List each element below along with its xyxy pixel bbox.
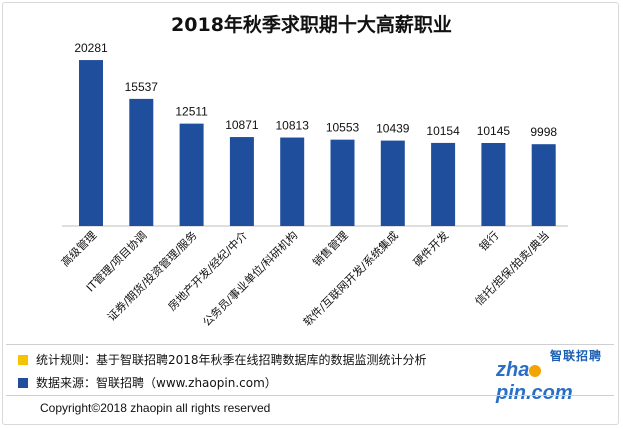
bar bbox=[79, 60, 103, 226]
footer-divider bbox=[6, 344, 614, 345]
bar bbox=[280, 137, 305, 226]
category-label: 销售管理 bbox=[310, 228, 351, 269]
bar bbox=[380, 140, 405, 226]
bar-chart: 20281 15537 12511 10871 10813 10553 10439 10154… bbox=[58, 41, 568, 329]
value-label: 15537 bbox=[125, 80, 159, 94]
category-label: 高级管理 bbox=[58, 228, 99, 269]
category-labels: 高级管理IT管理/项目协调证券/期货/投资管理/服务房地产开发/经纪/中介公务员… bbox=[58, 228, 552, 329]
bar bbox=[531, 144, 556, 226]
value-label: 10553 bbox=[326, 121, 360, 135]
value-labels: 20281 15537 12511 10871 10813 10553 10439 10154… bbox=[74, 41, 557, 139]
value-label: 10154 bbox=[426, 124, 460, 138]
bar bbox=[431, 142, 456, 226]
chart-frame bbox=[2, 2, 619, 425]
note-rule: 统计规则：基于智联招聘2018年秋季在线招聘数据库的数据监测统计分析 bbox=[18, 351, 427, 368]
zhaopin-logo: 智联招聘 zhapin.com bbox=[496, 347, 610, 404]
bar bbox=[129, 98, 154, 226]
bar bbox=[179, 123, 204, 226]
yellow-square-icon bbox=[18, 354, 28, 365]
note-source: 数据来源：智联招聘（www.zhaopin.com） bbox=[18, 374, 277, 391]
bar bbox=[229, 137, 254, 226]
value-label: 10145 bbox=[477, 124, 511, 138]
bars bbox=[79, 60, 556, 226]
copyright: Copyright©2018 zhaopin all rights reserv… bbox=[40, 401, 271, 415]
value-label: 10439 bbox=[376, 122, 410, 136]
category-label: 公务员/事业单位/科研机构 bbox=[200, 228, 301, 329]
note-rule-text: 统计规则：基于智联招聘2018年秋季在线招聘数据库的数据监测统计分析 bbox=[36, 353, 427, 367]
value-label: 12511 bbox=[175, 105, 208, 119]
logo-cn-text: 智联招聘 bbox=[549, 349, 602, 363]
logo-dot-icon bbox=[529, 365, 542, 377]
value-label: 20281 bbox=[74, 41, 108, 55]
note-source-text: 数据来源：智联招聘（www.zhaopin.com） bbox=[36, 376, 277, 390]
category-label: 硬件开发 bbox=[410, 228, 451, 269]
category-label: 软件/互联网开发/系统集成 bbox=[300, 228, 401, 329]
category-label: 银行 bbox=[476, 228, 501, 253]
bar bbox=[330, 139, 355, 226]
chart-title: 2018年秋季求职期十大高薪职业 bbox=[171, 14, 452, 36]
copyright-divider bbox=[6, 395, 614, 396]
logo-en-text: zhapin.com bbox=[496, 359, 573, 404]
value-label: 9998 bbox=[530, 125, 557, 139]
value-label: 10871 bbox=[225, 118, 259, 132]
bar bbox=[481, 142, 506, 226]
category-label: 证券/期货/投资管理/服务 bbox=[104, 228, 200, 324]
value-label: 10813 bbox=[276, 119, 310, 133]
blue-square-icon bbox=[18, 377, 28, 388]
